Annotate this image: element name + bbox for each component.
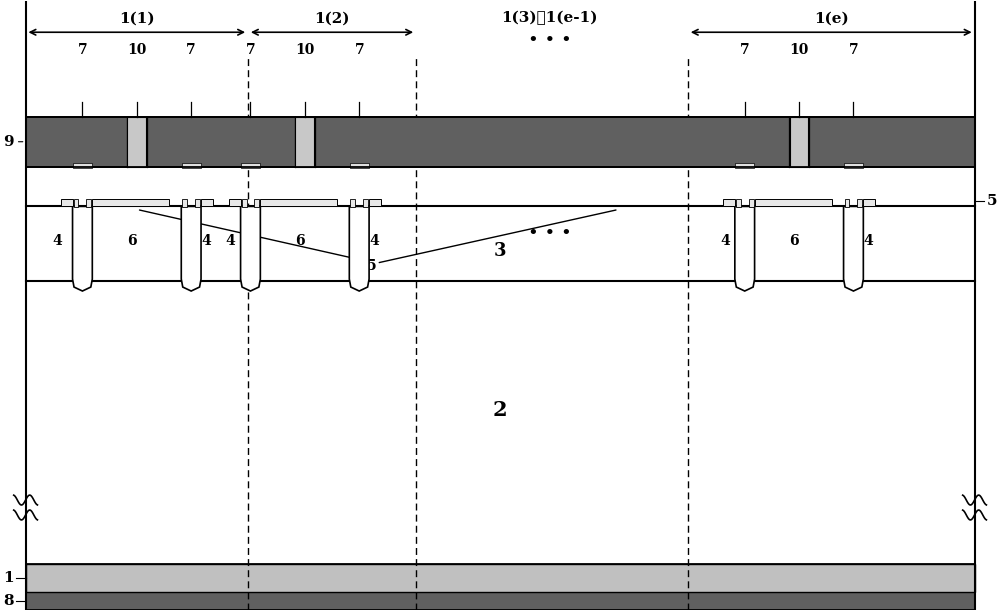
Text: 7: 7: [354, 43, 364, 57]
Text: 7: 7: [246, 43, 255, 57]
Text: 1: 1: [3, 571, 14, 585]
Bar: [127, 117, 147, 167]
Text: 10: 10: [127, 43, 146, 57]
Bar: [735, 163, 754, 167]
Bar: [26, 564, 975, 591]
Bar: [723, 199, 735, 207]
Polygon shape: [735, 207, 755, 291]
Bar: [74, 199, 78, 207]
Text: 4: 4: [720, 234, 730, 248]
Bar: [26, 591, 975, 610]
Text: 7: 7: [849, 43, 858, 57]
Bar: [845, 199, 849, 207]
Bar: [749, 199, 754, 207]
Bar: [350, 163, 369, 167]
Bar: [26, 281, 975, 564]
Bar: [61, 199, 73, 207]
Bar: [295, 117, 314, 167]
Bar: [844, 163, 863, 167]
Bar: [73, 163, 92, 167]
Text: 6: 6: [127, 234, 137, 248]
Bar: [790, 117, 808, 167]
Text: 7: 7: [78, 43, 87, 57]
Polygon shape: [349, 207, 369, 291]
Text: 1(2): 1(2): [314, 11, 350, 25]
Text: 2: 2: [493, 400, 507, 420]
Bar: [26, 117, 975, 167]
Bar: [363, 199, 368, 207]
Bar: [127, 117, 146, 167]
Bar: [182, 199, 187, 207]
Bar: [350, 199, 355, 207]
Text: 6: 6: [295, 234, 305, 248]
Text: 5: 5: [367, 259, 376, 273]
Bar: [86, 199, 91, 207]
Text: 4: 4: [201, 234, 211, 248]
Text: 1(e): 1(e): [814, 11, 849, 25]
Text: 6: 6: [789, 234, 799, 248]
Bar: [241, 163, 260, 167]
Text: 8: 8: [3, 593, 14, 607]
Polygon shape: [181, 207, 201, 291]
Text: 7: 7: [186, 43, 196, 57]
Text: 4: 4: [369, 234, 379, 248]
Bar: [295, 117, 315, 167]
Text: 4: 4: [226, 234, 236, 248]
Bar: [195, 199, 200, 207]
Text: 4: 4: [53, 234, 63, 248]
Bar: [369, 199, 381, 207]
Bar: [242, 199, 247, 207]
Polygon shape: [73, 207, 92, 291]
Text: 10: 10: [789, 43, 809, 57]
Text: 1(1): 1(1): [119, 11, 155, 25]
Polygon shape: [241, 207, 260, 291]
Bar: [26, 207, 975, 281]
Text: 1(3)～1(e-1): 1(3)～1(e-1): [501, 11, 598, 25]
Bar: [755, 199, 832, 207]
Text: 10: 10: [295, 43, 315, 57]
Bar: [789, 117, 809, 167]
Bar: [857, 199, 862, 207]
Text: • • •: • • •: [528, 31, 571, 49]
Bar: [260, 199, 337, 207]
Text: • • •: • • •: [528, 224, 571, 243]
Text: 9: 9: [3, 135, 14, 148]
Bar: [182, 163, 201, 167]
Bar: [863, 199, 875, 207]
Bar: [254, 199, 259, 207]
Text: 4: 4: [863, 234, 873, 248]
Bar: [229, 199, 241, 207]
Text: 5: 5: [986, 194, 997, 208]
Bar: [736, 199, 741, 207]
Polygon shape: [844, 207, 863, 291]
Bar: [201, 199, 213, 207]
Text: 3: 3: [494, 242, 506, 260]
Bar: [92, 199, 169, 207]
Text: 7: 7: [740, 43, 750, 57]
